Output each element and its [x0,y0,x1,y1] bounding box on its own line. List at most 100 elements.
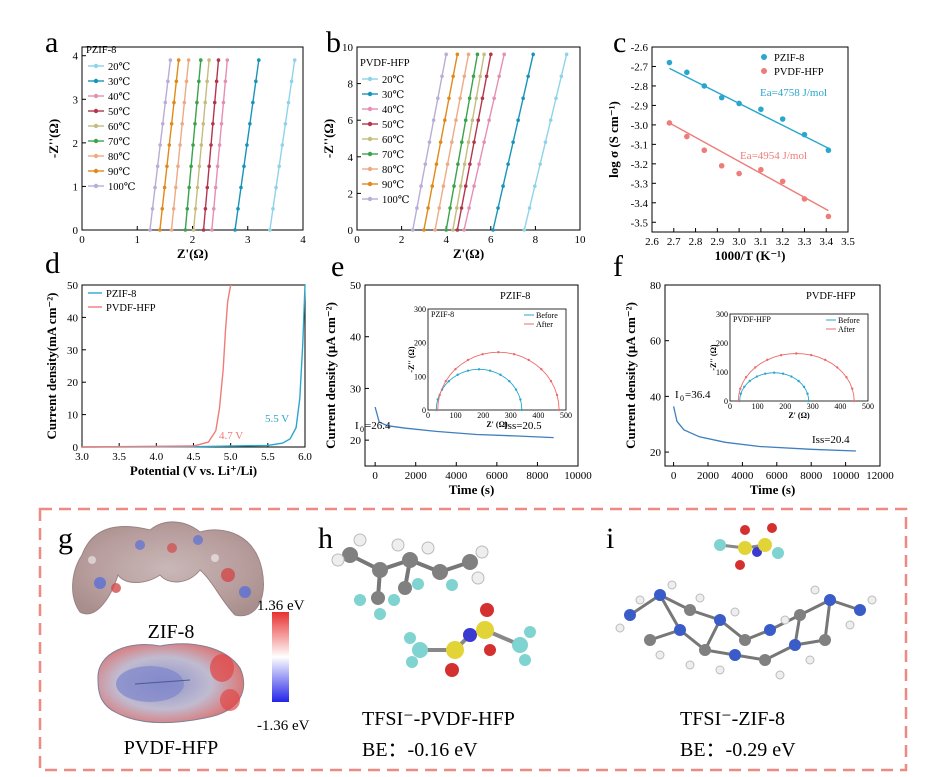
pvdf-hfp-atoms [331,533,489,620]
nyquist-data-point [459,206,464,210]
inset-y-tick-label: 100 [414,372,426,381]
nyquist-data-point [501,184,505,188]
inset-data-point [481,352,484,356]
y-tick-label: -2.9 [631,100,649,112]
nyquist-data-point [447,96,451,101]
nyquist-data-point [268,228,272,232]
nyquist-data-point [203,206,208,211]
y-tick-label: 3 [73,94,79,106]
nyquist-data-point [187,185,191,190]
y-tick-label: 20 [650,447,662,459]
legend-label: PZIF-8 [774,53,804,64]
x-tick-label: 2 [190,234,196,246]
nyquist-data-point [210,228,214,232]
chart-a-nyquist-pzif8: 0 1 2 3 4 0 1 2 3 4 Z'(Ω) -Z''(Ω) 20℃ 30℃ 40℃ 50℃ 60℃ 70℃… [46,45,306,261]
legend-marker [93,183,99,189]
inset-data-point [772,371,776,374]
nyquist-data-point [448,206,452,210]
nyquist-data-point [189,164,193,169]
inset-x-tick-label: 400 [532,411,544,420]
legend-marker [367,121,373,127]
nyquist-data-point [203,100,208,105]
x-tick-label: 0 [354,234,360,246]
legend-label: 60℃ [108,122,131,133]
y-axis-title: -Z''(Ω) [46,119,61,158]
y-tick-label: 4 [348,152,354,164]
inset-data-point [527,358,530,362]
panel-i-molecular-structure: TFSI⁻-ZIF-8 BE：-0.29 eV [615,523,877,761]
legend-label: 40℃ [108,92,131,103]
nyquist-data-point [207,164,211,169]
h-title: TFSI⁻-PVDF-HFP [362,708,515,730]
nyquist-data-point [167,143,172,147]
y-tick-label: 20 [350,435,362,447]
initial-current-subscript: 0 [680,394,684,403]
x-tick-label: 2000 [697,470,720,482]
inset-data-point [807,399,810,403]
inset-data-point [748,379,751,383]
inset-data-point [795,352,798,355]
x-tick-label: 4000 [445,470,468,482]
nyquist-data-point [475,52,480,57]
chart-title: PZIF-8 [86,45,116,56]
nyquist-data-point [548,118,553,122]
inset-data-point [477,368,481,371]
nyquist-data-point [462,162,467,166]
nyquist-data-point [531,52,535,57]
nyquist-data-point [185,206,190,211]
y-tick-label: -2.7 [631,61,649,73]
inset-data-point [555,393,559,397]
nyquist-data-point [489,52,493,57]
nyquist-data-point [191,228,196,232]
legend-label: 80℃ [108,152,131,163]
pvdf-hfp-label: PVDF-HFP [124,737,218,759]
zif8-esp-surface-image [72,521,264,617]
nyquist-data-point [153,185,157,190]
scatter-point [736,100,742,107]
nyquist-data-point [271,206,275,211]
nyquist-data-point [455,52,460,57]
inset-x-title: Z' (Ω) [486,420,508,429]
nyquist-data-point [239,185,243,190]
nyquist-data-point [433,228,437,232]
nyquist-data-point [449,140,454,144]
nyquist-data-point [176,164,180,169]
scatter-point [825,147,832,154]
nyquist-data-point [225,58,230,62]
legend-label: 20℃ [382,75,405,86]
nyquist-data-point [463,184,468,188]
nyquist-data-point [217,143,222,147]
inset-data-point [488,369,492,372]
potential-color-scale [272,612,289,702]
x-tick-label: 12000 [866,470,894,482]
nyquist-data-point [437,206,442,210]
inset-data-point [514,388,518,391]
nyquist-data-point [454,206,459,210]
y-tick-label: 40 [650,391,662,403]
inset-data-point [766,358,769,362]
nyquist-data-point [430,184,435,188]
x-tick-label: 2.9 [710,236,724,248]
scatter-point [779,178,786,185]
legend-marker [93,93,99,99]
nyquist-data-point [150,206,155,211]
nyquist-data-point [178,143,182,147]
nyquist-data-point [502,52,506,57]
y-tick-label: -3.5 [631,217,649,229]
nyquist-data-point [193,206,198,211]
inset-data-point [744,376,748,379]
panel-g-esp-maps: ZIF-8 PVDF-HFP 1.36 eV -1.36 eV [72,521,310,759]
inset-y-tick-label: 300 [414,305,426,314]
pvdf-hfp-esp-surface-image [97,643,245,724]
y-tick-label: 40 [350,332,362,344]
nyquist-data-point [184,79,189,84]
nyquist-data-point [209,143,213,147]
activation-energy-pvdf: Ea=4954 J/mol [740,150,807,162]
y-axis-title: Current density(mA cm⁻²) [44,293,59,440]
nyquist-data-point [213,185,218,190]
inset-x-title: Z' (Ω) [788,411,810,420]
nyquist-data-point [521,96,525,101]
nyquist-data-point [463,118,468,122]
inset-data-point [790,375,793,378]
